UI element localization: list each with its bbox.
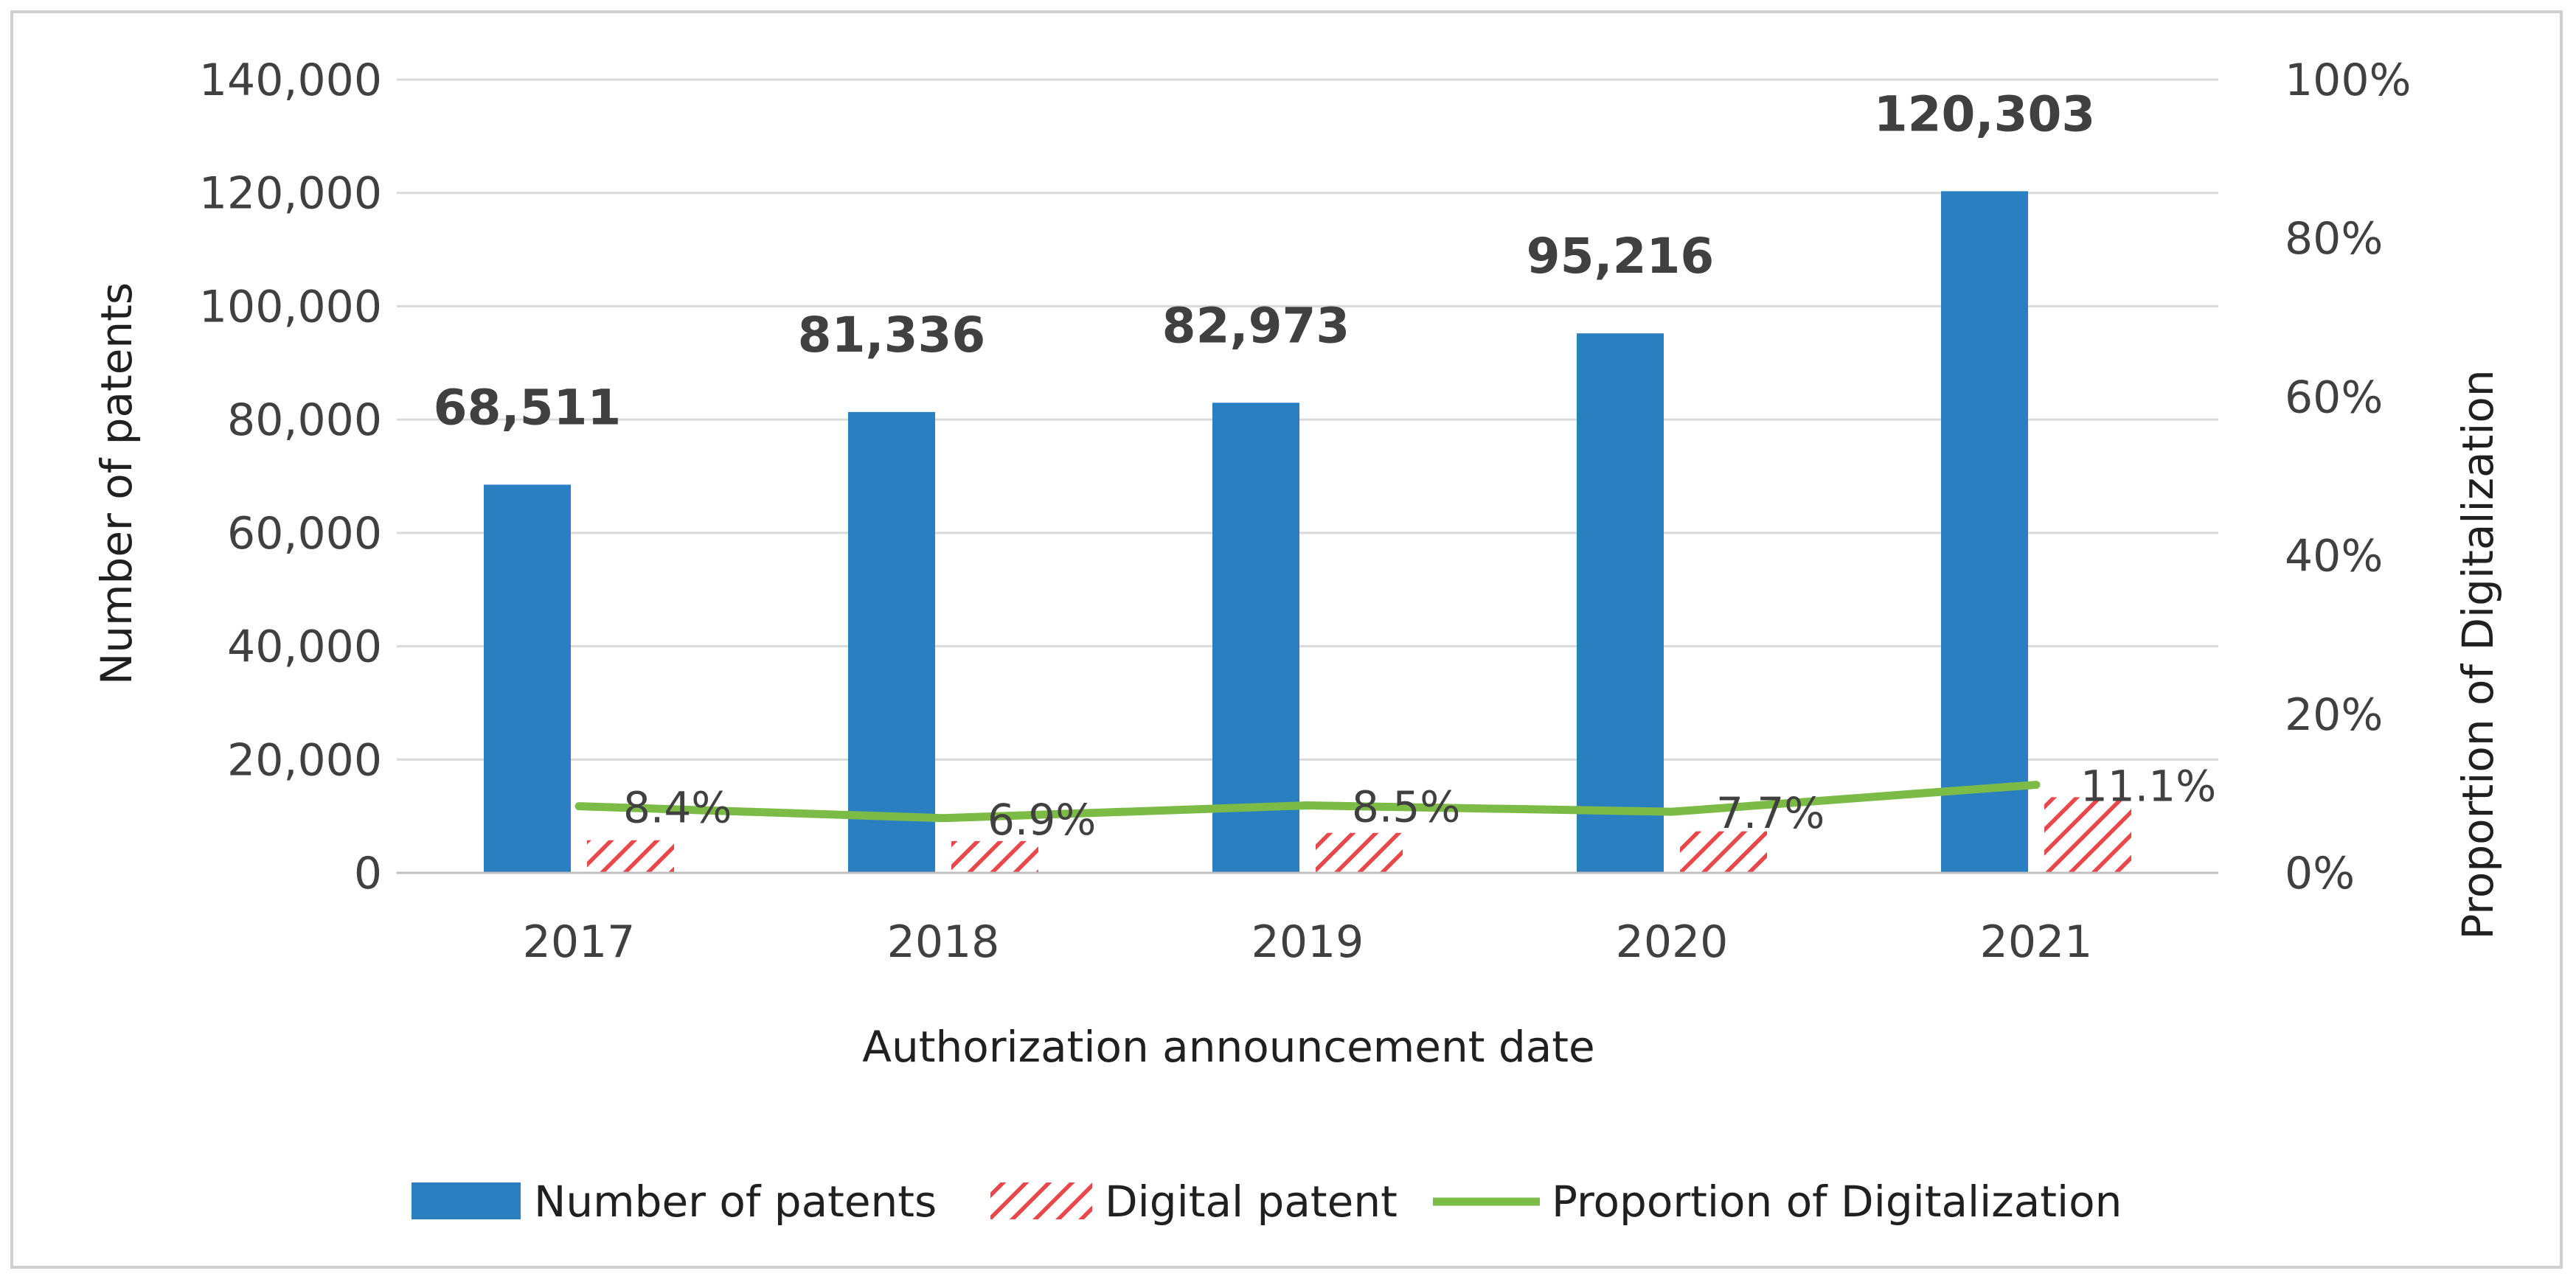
right-tick-label: 20% (2285, 689, 2383, 741)
data-label-number-of-patents: 68,511 (434, 379, 622, 436)
chart-svg: 0 20,000 40,000 60,000 80,000 100,000 120,000 1… (91, 55, 2503, 1227)
data-label-proportion-of-digitalization: 11.1% (2080, 762, 2216, 812)
bar-digital-patent (1316, 832, 1403, 873)
bar-number-of-patents (1212, 403, 1299, 873)
line-point-proportion-of-digitalization (942, 817, 944, 819)
right-tick-label: 80% (2285, 213, 2383, 265)
x-tick-label: 2017 (523, 916, 636, 968)
left-tick-label: 120,000 (199, 168, 382, 220)
line-layer (574, 781, 2041, 823)
y-axis-title: Number of patents (91, 282, 142, 685)
left-tick-label: 60,000 (227, 508, 382, 560)
left-axis-ticks: 0 20,000 40,000 60,000 80,000 100,000 120,000 1… (199, 55, 382, 899)
x-tick-label: 2021 (1980, 916, 2093, 968)
right-tick-label: 100% (2285, 55, 2412, 106)
legend-label-proportion-of-digitalization: Proportion of Digitalization (1552, 1177, 2122, 1227)
x-axis-title: Authorization announcement date (862, 1022, 1594, 1072)
data-label-proportion-of-digitalization: 6.9% (987, 795, 1096, 845)
data-label-number-of-patents: 95,216 (1527, 228, 1715, 285)
x-tick-label: 2020 (1616, 916, 1729, 968)
bar-number-of-patents (484, 484, 571, 873)
left-tick-label: 0 (354, 848, 382, 899)
right-axis-ticks: 0% 20% 40% 60% 80% 100% (2285, 55, 2412, 899)
x-tick-label: 2018 (887, 916, 1000, 968)
legend: Number of patents Digital patent Proport… (412, 1177, 2122, 1227)
right-tick-label: 60% (2285, 372, 2383, 423)
data-label-proportion-of-digitalization: 8.5% (1352, 782, 1460, 832)
data-label-proportion-of-digitalization: 7.7% (1716, 788, 1825, 838)
data-label-number-of-patents: 120,303 (1874, 86, 2096, 142)
grid-layer (397, 78, 2218, 874)
data-label-proportion-of-digitalization: 8.4% (623, 783, 732, 833)
legend-swatch-number-of-patents (412, 1182, 521, 1219)
right-tick-label: 40% (2285, 531, 2383, 582)
line-point-proportion-of-digitalization (578, 805, 580, 807)
data-label-number-of-patents: 82,973 (1162, 297, 1350, 354)
left-tick-label: 40,000 (227, 621, 382, 673)
data-label-number-of-patents: 81,336 (798, 307, 986, 363)
bar-digital-patent (951, 840, 1038, 873)
left-tick-label: 80,000 (227, 394, 382, 446)
line-point-proportion-of-digitalization (1307, 804, 1308, 807)
bar-digital-patent (2044, 797, 2131, 873)
legend-label-digital-patent: Digital patent (1105, 1177, 1398, 1227)
line-point-proportion-of-digitalization (1671, 811, 1673, 813)
left-tick-label: 20,000 (227, 734, 382, 786)
bar-number-of-patents (848, 411, 935, 873)
bar-number-of-patents (1941, 191, 2028, 873)
left-tick-label: 100,000 (199, 281, 382, 332)
labels-layer: 68,511 81,336 82,973 95,216 120,303 8.4% 6.9% 8… (434, 86, 2217, 844)
x-tick-label: 2019 (1251, 916, 1364, 968)
right-tick-label: 0% (2285, 848, 2355, 899)
legend-label-number-of-patents: Number of patents (534, 1177, 937, 1227)
bar-digital-patent (587, 840, 674, 873)
y2-axis-title: Proportion of Digitalization (2453, 369, 2503, 939)
legend-swatch-digital-patent (990, 1182, 1092, 1219)
bar-digital-patent (1680, 831, 1767, 873)
bar-number-of-patents (1577, 333, 1664, 873)
bars-layer (397, 191, 2218, 874)
x-axis-ticks: 2017 2018 2019 2020 2021 (523, 916, 2093, 968)
line-point-proportion-of-digitalization (2035, 784, 2037, 786)
chart-frame: 0 20,000 40,000 60,000 80,000 100,000 120,000 1… (10, 10, 2563, 1269)
left-tick-label: 140,000 (199, 55, 382, 106)
